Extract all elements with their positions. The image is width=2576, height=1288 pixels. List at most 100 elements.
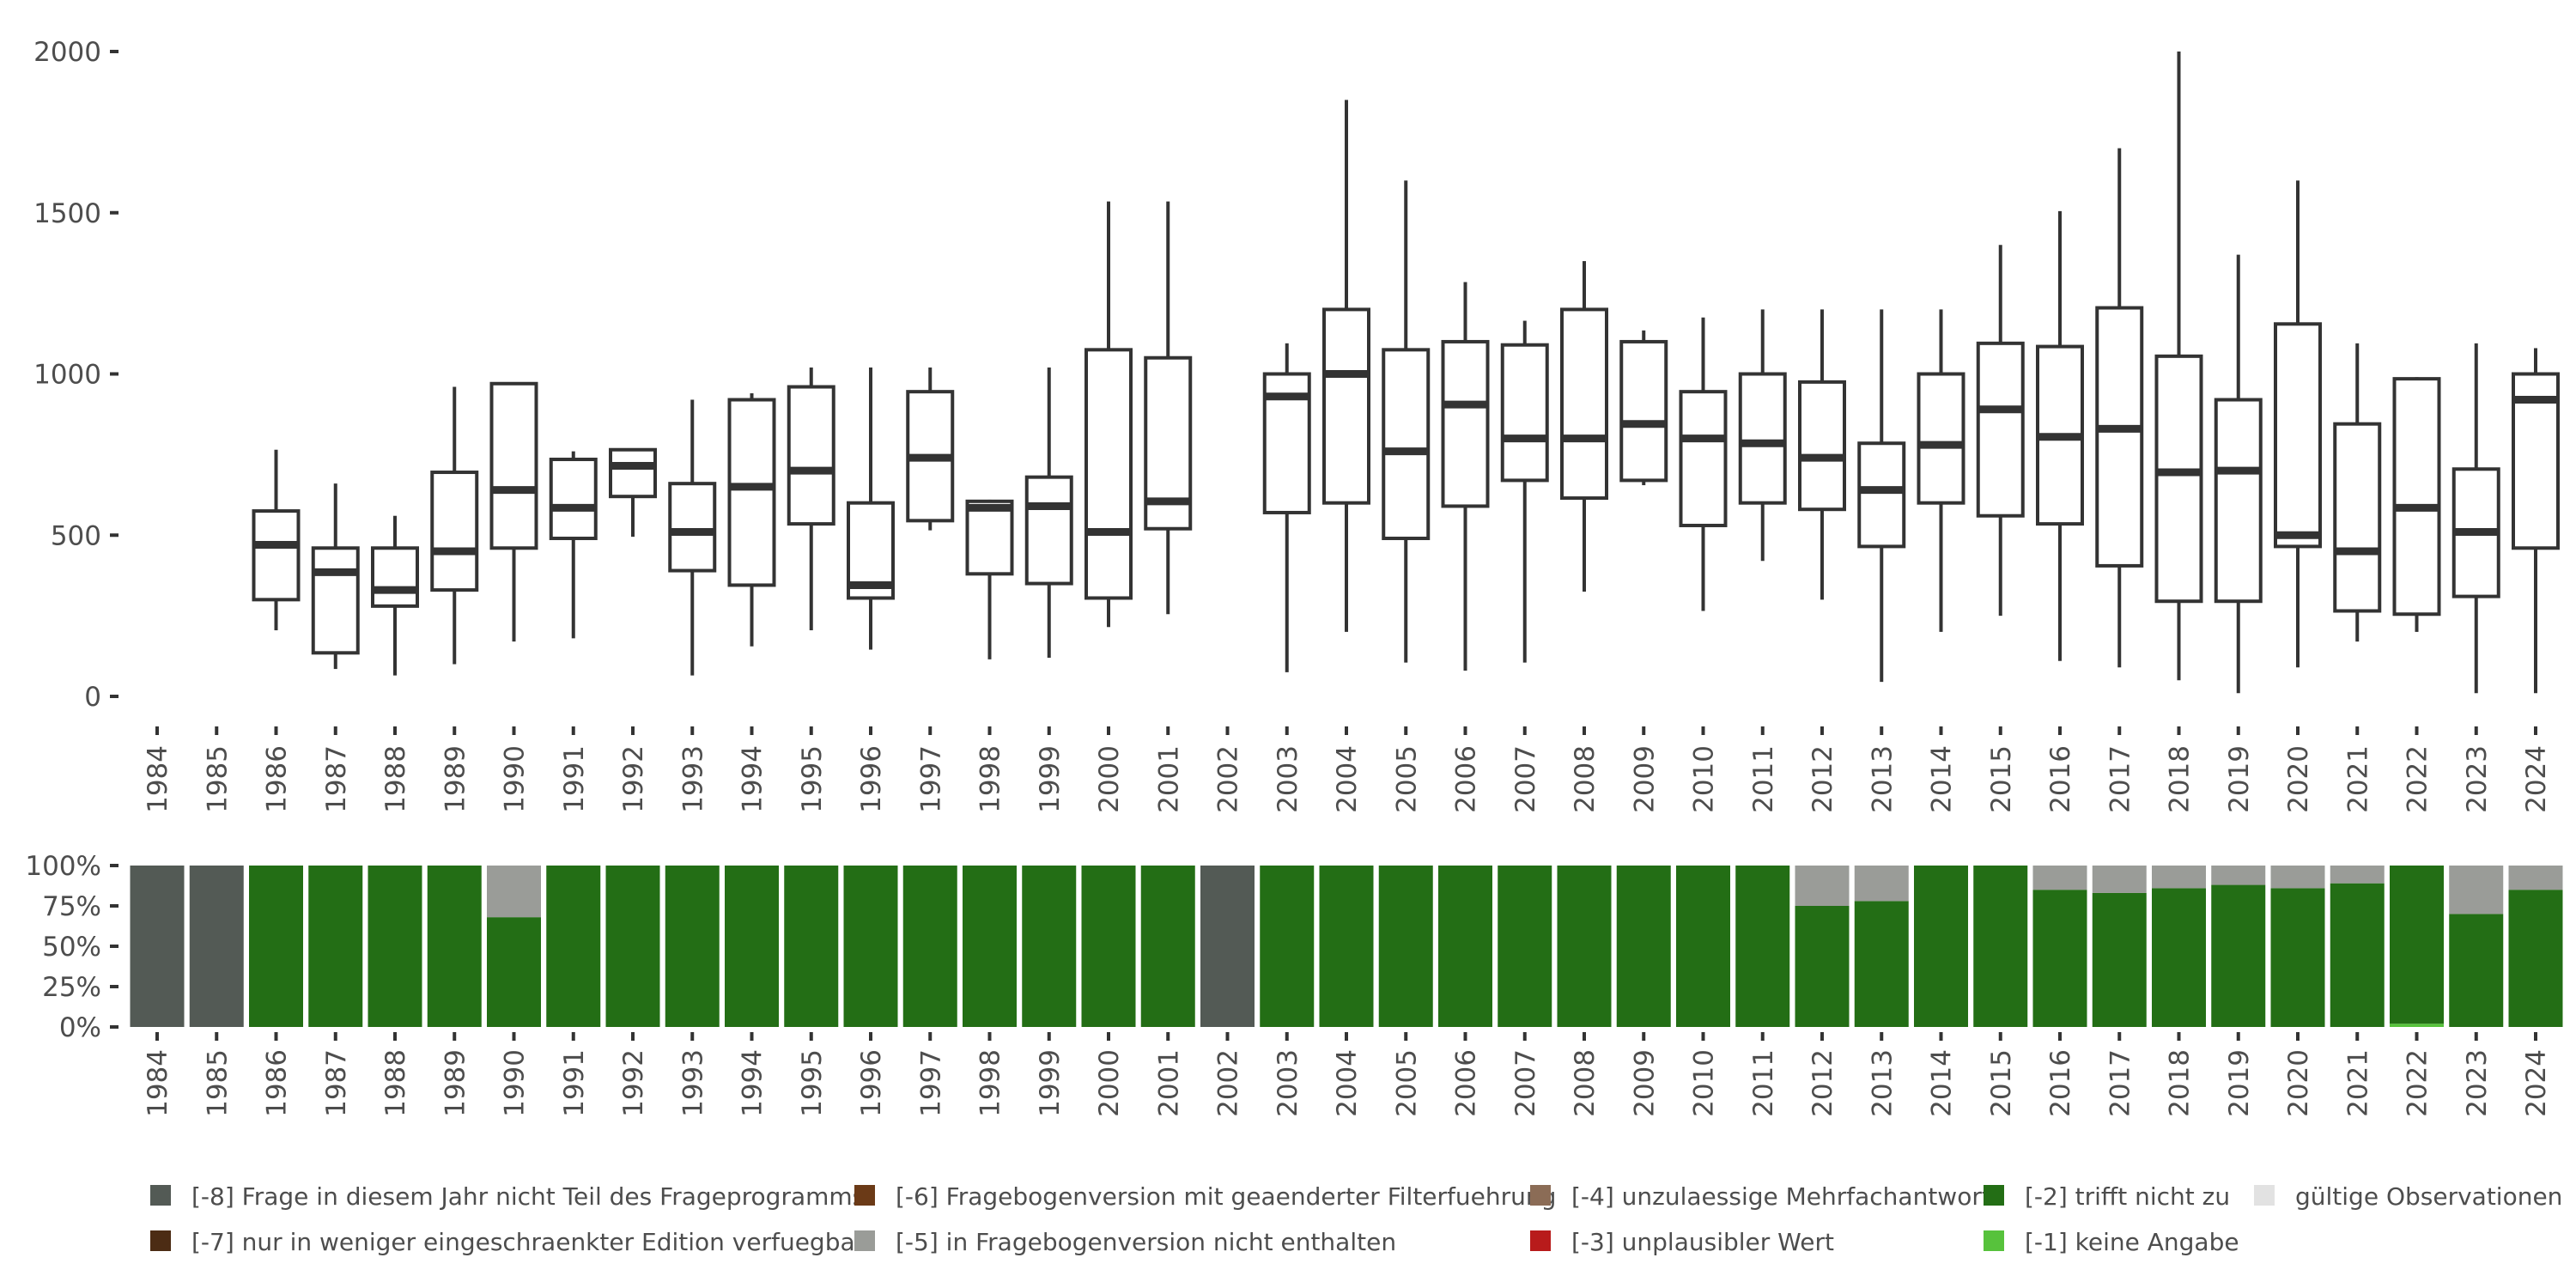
x-tick-label: 1986 <box>262 745 293 813</box>
box-iqr <box>727 398 776 587</box>
box-iqr <box>1441 339 1490 508</box>
bar-segment <box>2390 866 2444 1024</box>
x-tick-label: 2008 <box>1570 745 1601 813</box>
bar-segment <box>784 866 839 1027</box>
bar-segment <box>1378 866 1433 1027</box>
box-iqr <box>965 499 1014 576</box>
x-tick-label: 2012 <box>1807 1049 1838 1117</box>
box-iqr <box>1024 475 1073 586</box>
bar-segment <box>725 866 779 1027</box>
x-tick-label: 2017 <box>2105 745 2136 813</box>
box-iqr <box>1382 348 1431 541</box>
x-tick-label: 1987 <box>321 1049 352 1117</box>
y-tick-label: 75% <box>42 891 101 922</box>
x-tick-label: 1995 <box>797 1049 828 1117</box>
bar-segment <box>1854 901 1909 1027</box>
y-tick-label: 0% <box>59 1012 101 1043</box>
bar-segment <box>1319 866 1374 1027</box>
x-tick-label: 1985 <box>202 1049 233 1117</box>
box-iqr <box>549 458 598 541</box>
legend-label: [-6] Fragebogenversion mit geaenderter F… <box>896 1182 1556 1211</box>
bar-segment <box>2211 866 2266 885</box>
box-iqr <box>787 385 835 526</box>
x-tick-label: 1988 <box>380 745 411 813</box>
x-tick-label: 1984 <box>143 745 173 813</box>
x-tick-label: 2021 <box>2342 745 2373 813</box>
bar-segment <box>1438 866 1492 1027</box>
bar-segment <box>546 866 601 1027</box>
x-tick-label: 2011 <box>1748 1049 1779 1117</box>
legend: [-8] Frage in diesem Jahr nicht Teil des… <box>150 1182 2562 1256</box>
x-tick-label: 1997 <box>915 1049 946 1117</box>
x-tick-label: 1994 <box>738 1049 769 1117</box>
x-tick-label: 2001 <box>1153 1049 1184 1117</box>
x-tick-label: 2024 <box>2521 1049 2552 1117</box>
legend-swatch <box>150 1185 171 1206</box>
bar-segment <box>1260 866 1315 1027</box>
bar-segment <box>427 866 482 1027</box>
box-iqr <box>1679 390 1728 527</box>
box-iqr <box>1084 348 1133 600</box>
x-tick-label: 1988 <box>380 1049 411 1117</box>
x-tick-label: 1992 <box>618 745 649 813</box>
box-iqr <box>489 381 538 550</box>
bar-segment <box>2152 888 2206 1027</box>
bar-segment <box>130 866 185 1027</box>
legend-label: [-1] keine Angabe <box>2025 1228 2239 1256</box>
box-iqr <box>1500 343 1549 483</box>
x-tick-label: 1998 <box>975 745 1006 813</box>
bar-segment <box>2330 866 2385 884</box>
y-tick-label: 0 <box>84 682 101 713</box>
legend-label: [-8] Frage in diesem Jahr nicht Teil des… <box>191 1182 865 1211</box>
box-iqr <box>1619 339 1668 483</box>
x-tick-label: 1985 <box>202 745 233 813</box>
bar-segment <box>1616 866 1671 1027</box>
x-tick-label: 2014 <box>1927 745 1958 813</box>
y-tick-label: 50% <box>42 932 101 963</box>
x-tick-label: 1998 <box>975 1049 1006 1117</box>
bar-segment <box>2032 866 2087 890</box>
x-tick-label: 2004 <box>1332 1049 1363 1117</box>
x-tick-label: 2006 <box>1451 1049 1482 1117</box>
x-tick-label: 1990 <box>500 745 531 813</box>
bar-segment <box>2211 884 2266 1027</box>
bar-segment <box>189 866 244 1027</box>
legend-swatch <box>1530 1230 1551 1251</box>
box-iqr <box>430 471 479 592</box>
x-tick-label: 2015 <box>1986 745 2017 813</box>
x-tick-label: 2000 <box>1094 745 1125 813</box>
x-tick-label: 1992 <box>618 1049 649 1117</box>
bar-segment <box>2508 890 2563 1027</box>
box-iqr <box>1560 307 1608 501</box>
x-tick-label: 2010 <box>1689 1049 1720 1117</box>
bar-segment <box>1795 906 1850 1027</box>
x-tick-label: 1989 <box>440 745 471 813</box>
box-iqr <box>2154 354 2203 604</box>
y-tick-label: 100% <box>25 851 101 882</box>
x-tick-label: 2002 <box>1213 1049 1244 1117</box>
x-tick-label: 2013 <box>1867 745 1898 813</box>
bar-segment <box>1914 866 1968 1027</box>
y-tick-label: 1000 <box>33 360 101 391</box>
x-tick-label: 1984 <box>143 1049 173 1117</box>
bar-segment <box>2092 866 2147 893</box>
x-tick-label: 2012 <box>1807 745 1838 813</box>
x-tick-label: 2011 <box>1748 745 1779 813</box>
box-iqr <box>1857 441 1906 549</box>
box-iqr <box>311 546 360 655</box>
box-iqr <box>668 482 717 573</box>
bar-segment <box>1200 866 1255 1027</box>
x-tick-label: 2006 <box>1451 745 1482 813</box>
bar-segment <box>487 866 541 918</box>
x-tick-label: 1989 <box>440 1049 471 1117</box>
y-tick-label: 500 <box>51 520 101 551</box>
bar-segment <box>1735 866 1790 1027</box>
bar-segment <box>2449 866 2504 914</box>
x-tick-label: 2001 <box>1153 745 1184 813</box>
x-tick-label: 2020 <box>2283 745 2314 813</box>
x-tick-label: 1993 <box>677 745 708 813</box>
x-tick-label: 2022 <box>2403 745 2433 813</box>
box-iqr <box>2274 322 2322 549</box>
box-iqr <box>2392 377 2441 617</box>
